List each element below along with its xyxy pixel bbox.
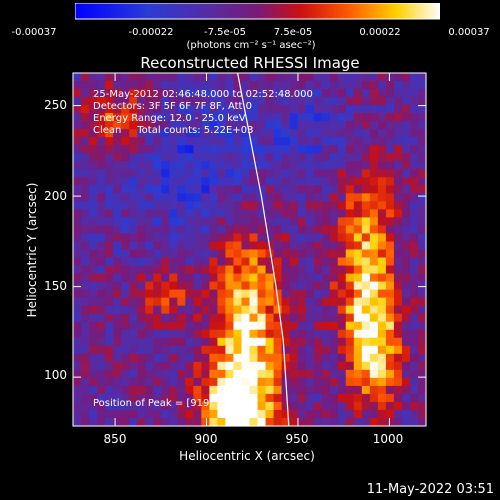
- y-tick-label: 100: [44, 368, 67, 382]
- algorithm-counts-annotation: Clean Total counts: 5.22E+03: [93, 125, 254, 136]
- x-tick-label: 850: [103, 432, 127, 446]
- colorbar-tick: -0.00022: [128, 27, 174, 38]
- x-tick-label: 900: [194, 432, 218, 446]
- time-range-annotation: 25-May-2012 02:46:48.000 to 02:52:48.000: [93, 89, 313, 100]
- heatmap-cells: [73, 73, 427, 427]
- axis-tick-marks: [73, 73, 426, 426]
- colorbar-unit-label: (photons cm⁻² s⁻¹ asec⁻²): [186, 40, 316, 51]
- colorbar-tick: -0.00037: [11, 27, 57, 38]
- x-tick-label: 1000: [372, 432, 404, 446]
- colorbar-tick: -7.5e-05: [204, 27, 246, 38]
- y-tick-label: 150: [44, 279, 67, 293]
- y-tick-label: 200: [44, 189, 67, 203]
- solar-limb-curve: [237, 72, 290, 427]
- plot-frame: [72, 72, 427, 427]
- colorbar-tick: 0.00037: [448, 27, 490, 38]
- y-axis-label: Heliocentric Y (arcsec): [25, 182, 39, 318]
- peak-position-annotation: Position of Peak = [919, 121]: [93, 398, 239, 409]
- x-tick-label: 950: [285, 432, 309, 446]
- chart-title: Reconstructed RHESSI Image: [140, 54, 360, 72]
- detectors-annotation: Detectors: 3F 5F 6F 7F 8F, Att 0: [93, 101, 253, 112]
- energy-range-annotation: Energy Range: 12.0 - 25.0 keV: [93, 113, 246, 124]
- colorbar-tick: 0.00022: [359, 27, 401, 38]
- footer-timestamp: 11-May-2022 03:51: [366, 482, 494, 497]
- colorbar: [75, 3, 440, 20]
- colorbar-tick: 7.5e-05: [273, 27, 313, 38]
- y-tick-label: 250: [44, 98, 67, 112]
- x-axis-label: Heliocentric X (arcsec): [179, 449, 315, 463]
